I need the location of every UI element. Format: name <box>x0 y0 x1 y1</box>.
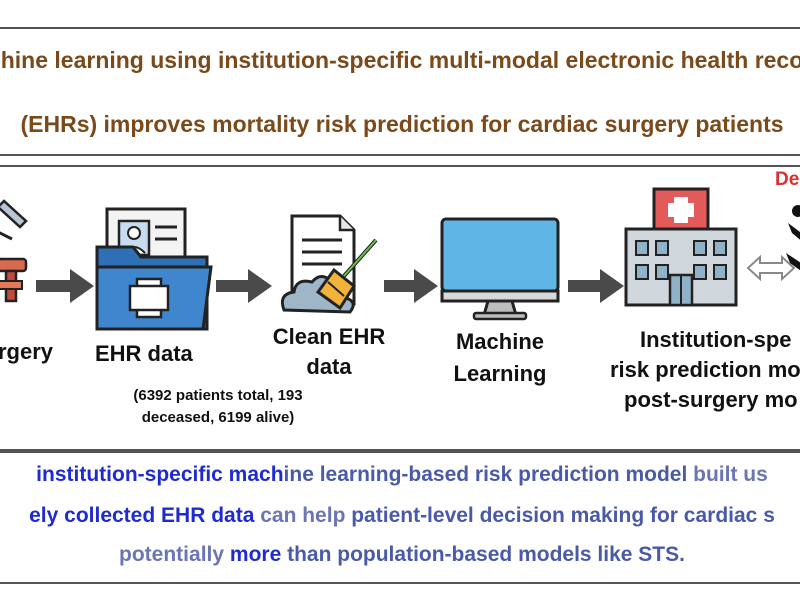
summary-box: institution-specific machine learning-ba… <box>0 451 800 584</box>
ehr-folder-icon <box>95 207 213 331</box>
clean-data-label-2: data <box>306 354 352 379</box>
ehr-data-label: EHR data <box>95 341 193 366</box>
ehr-data-note-1: (6392 patients total, 193 <box>133 387 303 404</box>
title-line-2: (EHRs) improves mortality risk predictio… <box>20 111 784 137</box>
model-label-2: risk prediction mo <box>610 357 800 382</box>
summary-line-3-head: potentially <box>119 543 230 566</box>
clean-data-label-1: Clean EHR <box>272 324 386 349</box>
summary-line-1-tail: built us <box>687 463 768 486</box>
machine-learning-label-1: Machine <box>455 329 545 354</box>
summary-line-2-highlight: ely collected EHR data <box>29 504 255 527</box>
arrow-surgery-to-ehr <box>36 269 94 303</box>
summary-line-1: institution-specific machine learning-ba… <box>0 463 800 487</box>
summary-line-3-highlight: more <box>229 543 282 566</box>
double-arrow-icon <box>746 255 796 281</box>
model-label-1: Institution-spe <box>640 327 792 352</box>
summary-line-3-tail: than population-based models like STS. <box>281 543 685 566</box>
clean-data-icon <box>280 214 378 314</box>
model-label-3: post-surgery mo <box>624 387 798 412</box>
arrow-clean-to-ml <box>384 269 438 303</box>
machine-learning-label-2: Learning <box>453 361 547 386</box>
arrow-ehr-to-clean <box>216 269 272 303</box>
summary-line-1-mid: ine learning-based risk prediction model <box>283 463 688 486</box>
summary-line-2-mid: can help <box>254 504 352 527</box>
arrow-ml-to-model <box>568 269 624 303</box>
title-line-1: hine learning using institution-specific… <box>0 47 800 73</box>
summary-line-2: ely collected EHR data can help patient-… <box>0 504 800 528</box>
title-box: hine learning using institution-specific… <box>0 27 800 156</box>
summary-line-1-highlight: institution-specific mach <box>36 463 284 486</box>
surgery-label: rgery <box>0 339 54 364</box>
decision-label: De <box>775 169 800 190</box>
hospital-icon <box>624 187 738 307</box>
surgery-icon <box>0 199 28 303</box>
workflow-box: rgery EHR data (6392 patients total, 193… <box>0 165 800 451</box>
decision-maker-icon <box>786 205 800 271</box>
ehr-data-note-2: deceased, 6199 alive) <box>141 409 295 426</box>
summary-line-3: potentially more than population-based m… <box>0 543 800 567</box>
computer-monitor-icon <box>440 217 560 321</box>
summary-line-2-tail: patient-level decision making for cardia… <box>351 504 775 527</box>
